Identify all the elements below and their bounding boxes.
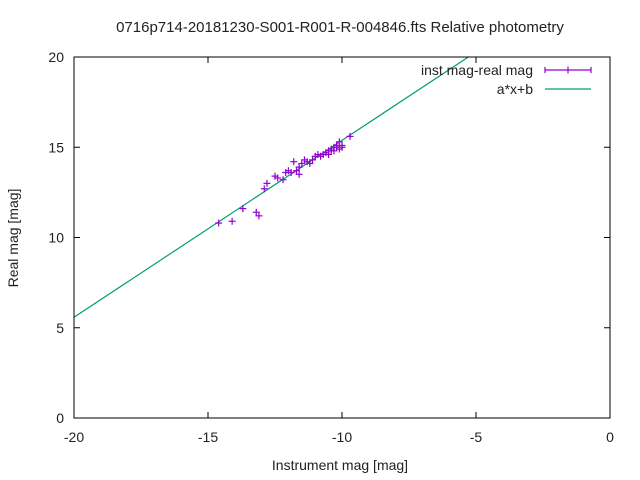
plot-series [74,57,470,318]
x-axis-label: Instrument mag [mag] [272,457,408,473]
data-point [290,158,298,166]
plot-frame [73,56,611,419]
legend-sample-points [544,66,592,74]
data-point [292,167,300,175]
data-point [295,170,303,178]
data-point [239,205,247,213]
data-point [298,159,306,167]
data-point [215,219,223,227]
data-point [260,185,268,193]
data-point [306,159,314,167]
data-point [335,138,343,146]
y-tick-label: 0 [56,410,64,426]
legend-label-points: inst mag-real mag [421,62,533,78]
data-point [338,143,346,151]
data-point [309,156,317,164]
x-tick-label: -15 [198,429,218,445]
axis-ticks: -20 -15 -10 -5 0 0 5 10 15 20 [48,49,614,445]
y-axis-label: Real mag [mag] [5,189,21,288]
legend: inst mag-real mag a*x+b [421,62,592,97]
y-tick-label: 10 [48,230,64,246]
data-point [346,132,354,140]
data-point [274,174,282,182]
data-point [325,150,333,158]
chart-title: 0716p714-20181230-S001-R001-R-004846.fts… [116,19,564,36]
x-tick-label: 0 [606,429,614,445]
legend-label-fit: a*x+b [497,81,533,97]
data-point [295,163,303,171]
data-point [252,208,260,216]
data-point [279,176,287,184]
y-tick-label: 20 [48,49,64,65]
x-tick-label: -10 [332,429,352,445]
y-tick-label: 15 [48,139,64,155]
data-point [330,147,338,155]
data-point [255,212,263,220]
data-point [287,169,295,177]
y-tick-label: 5 [56,320,64,336]
x-tick-label: -20 [64,429,84,445]
fit-line [74,57,470,318]
data-point [263,179,271,187]
x-tick-label: -5 [470,429,483,445]
data-point [228,217,236,225]
